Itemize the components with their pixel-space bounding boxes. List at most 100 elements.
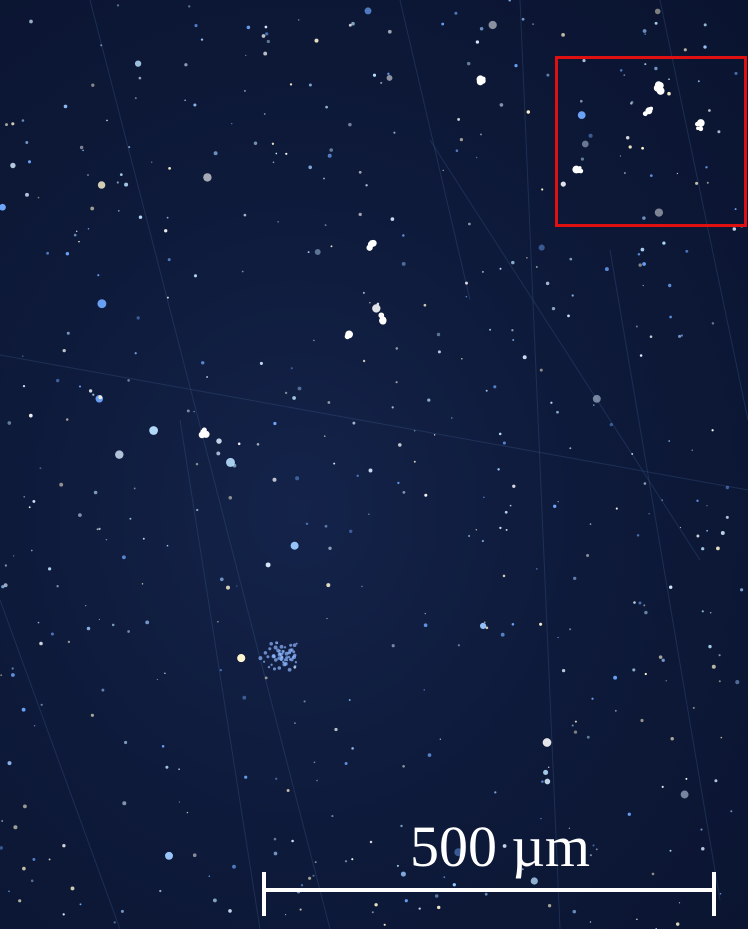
particle [358,212,362,217]
particle [675,922,680,926]
particle [368,513,370,515]
particle [369,239,377,247]
particle [291,839,294,843]
particle [100,44,103,47]
particle [156,678,158,681]
particle [324,524,328,528]
particle [303,700,306,703]
particle [297,19,300,21]
particle [279,644,284,649]
particle [272,654,276,658]
particle [505,528,508,531]
particle [116,181,119,184]
particle [272,477,277,482]
particle [142,537,145,540]
particle [281,649,285,653]
particle [436,332,441,337]
particle [497,468,500,471]
particle [654,21,658,25]
particle [21,119,25,122]
particle [734,208,737,211]
particle [703,45,707,49]
particle [3,583,8,588]
particle [680,790,689,799]
particle [714,779,718,783]
particle [573,730,578,734]
particle [287,667,292,672]
particle [573,576,577,581]
particle [468,534,471,538]
particle [316,779,318,782]
particle [589,854,592,857]
particle [717,130,721,134]
particle [604,267,609,272]
particle [434,894,439,898]
particle [277,221,279,223]
particle [178,768,180,771]
particle [312,874,315,877]
particle [553,504,557,508]
particle [459,137,464,142]
particle [327,153,332,158]
particle [237,442,241,446]
particle [701,547,705,551]
particle [372,73,377,77]
particle [358,170,362,174]
particle [13,825,18,830]
particle [560,181,566,187]
particle [85,604,87,607]
particle [669,315,672,319]
particle [494,791,497,794]
particle [314,861,317,864]
particle [308,165,313,170]
particle [586,735,590,739]
particle [716,546,720,551]
particle [589,523,592,525]
particle [433,434,436,436]
particle [236,585,238,587]
particle [270,663,273,666]
particle [725,485,730,490]
particle [73,233,77,237]
particle [592,394,601,403]
particle [11,667,14,670]
particle [313,761,316,764]
particle [344,860,348,863]
particle [718,680,721,683]
particle [21,707,26,712]
particle [272,161,275,164]
particle [348,529,353,534]
particle [124,182,129,187]
particle [642,284,644,287]
particle [623,74,626,76]
particle [546,73,550,77]
particle [106,119,108,122]
particle [481,270,484,273]
particle [654,8,661,15]
particle [101,688,105,692]
particle [592,844,595,847]
particle [386,74,393,81]
particle [265,562,271,568]
particle [253,141,258,146]
particle [243,89,246,92]
particle [656,81,664,90]
particle [194,24,198,28]
particle [165,851,173,860]
particle [698,126,704,132]
particle [645,107,653,115]
particle [508,0,511,2]
particle [391,644,395,648]
particle [711,664,716,669]
particle [720,736,723,739]
particle [186,811,189,814]
particle [331,815,334,818]
particle [213,151,218,156]
particle [264,676,268,680]
particle [709,611,712,614]
particle [535,266,538,268]
particle [631,452,634,455]
particle [134,60,142,67]
particle [676,172,679,175]
particle [327,401,331,404]
